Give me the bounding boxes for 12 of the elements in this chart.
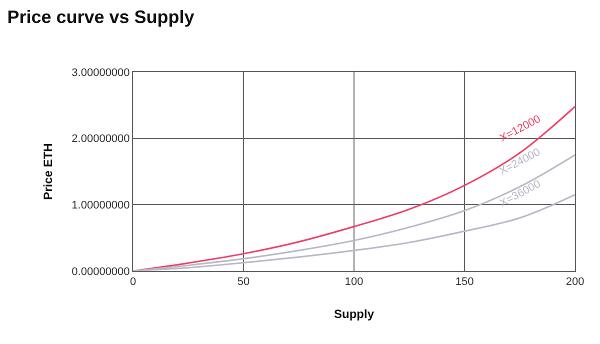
x-tick-label: 200 [566,276,584,288]
x-tick-label: 100 [344,276,364,288]
x-tick-label: 0 [130,276,136,288]
y-tick-label: 1.00000000 [72,200,130,212]
y-tick-label: 3.00000000 [72,66,130,79]
y-tick-label: 0.00000000 [72,266,130,278]
x-tick-label: 150 [455,276,474,288]
y-tick-label: 2.00000000 [72,133,130,146]
y-axis-title: Price ETH [40,143,55,200]
chart-title: Price curve vs Supply [7,6,194,27]
x-axis-title: Supply [334,307,374,322]
x-tick-label: 50 [237,276,250,288]
